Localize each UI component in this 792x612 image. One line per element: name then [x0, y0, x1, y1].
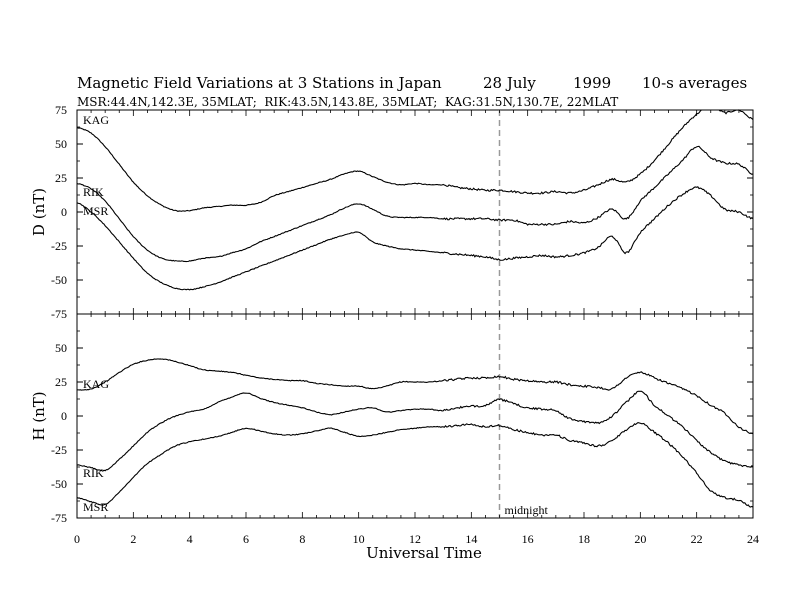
stations-info: MSR:44.4N,142.3E, 35MLAT; RIK:43.5N,143.…: [77, 95, 618, 109]
x-axis-label: Universal Time: [366, 544, 482, 562]
xtick-label: 10: [353, 532, 365, 546]
xtick-label: 0: [74, 532, 80, 546]
h-ytick-label: -25: [51, 443, 67, 457]
xtick-label: 14: [465, 532, 477, 546]
xtick-label: 20: [634, 532, 646, 546]
h-station-label-kag: KAG: [83, 377, 109, 391]
figure-year: 1999: [573, 74, 611, 92]
midnight-label: midnight: [505, 503, 549, 517]
d-axis-label: D (nT): [30, 188, 48, 236]
xtick-label: 24: [747, 532, 759, 546]
xtick-label: 18: [578, 532, 590, 546]
d-ytick-label: 25: [55, 171, 67, 185]
h-ytick-label: 0: [61, 409, 67, 423]
d-station-label-rik: RIK: [83, 185, 104, 199]
d-series-rik: [76, 145, 754, 263]
h-series-rik: [76, 390, 754, 472]
xtick-label: 12: [409, 532, 421, 546]
xtick-label: 8: [299, 532, 305, 546]
d-ytick-label: 0: [61, 205, 67, 219]
d-plot-frame: [76, 109, 754, 315]
h-plot-frame: [76, 313, 754, 519]
h-station-label-msr: MSR: [83, 500, 108, 514]
h-series-msr: [76, 422, 754, 508]
d-panel: 75 50 25 0 -25 -50 -75 KAG RIK MSR: [51, 103, 754, 321]
d-ytick-label: -25: [51, 239, 67, 253]
figure-title: Magnetic Field Variations at 3 Stations …: [77, 74, 442, 92]
d-station-label-kag: KAG: [83, 113, 109, 127]
h-ytick-label: -50: [51, 477, 67, 491]
h-series-kag: [76, 358, 754, 435]
d-series-msr: [76, 186, 754, 291]
xtick-label: 22: [691, 532, 703, 546]
figure-averaging: 10-s averages: [642, 74, 747, 92]
h-axis-label: H (nT): [30, 391, 48, 440]
xtick-label: 4: [187, 532, 193, 546]
xtick-label: 2: [130, 532, 136, 546]
d-ytick-label: 75: [55, 103, 67, 117]
d-station-label-msr: MSR: [83, 204, 108, 218]
d-ytick-label: -50: [51, 273, 67, 287]
figure-date: 28 July: [483, 74, 536, 92]
h-ytick-label: 50: [55, 341, 67, 355]
h-ytick-label: -75: [51, 511, 67, 525]
xtick-label: 16: [522, 532, 534, 546]
d-ytick-label: 50: [55, 137, 67, 151]
d-series-kag: [76, 109, 754, 212]
h-station-label-rik: RIK: [83, 466, 104, 480]
h-ytick-label: 25: [55, 375, 67, 389]
xtick-label: 6: [243, 532, 249, 546]
d-ytick-label: -75: [51, 307, 67, 321]
